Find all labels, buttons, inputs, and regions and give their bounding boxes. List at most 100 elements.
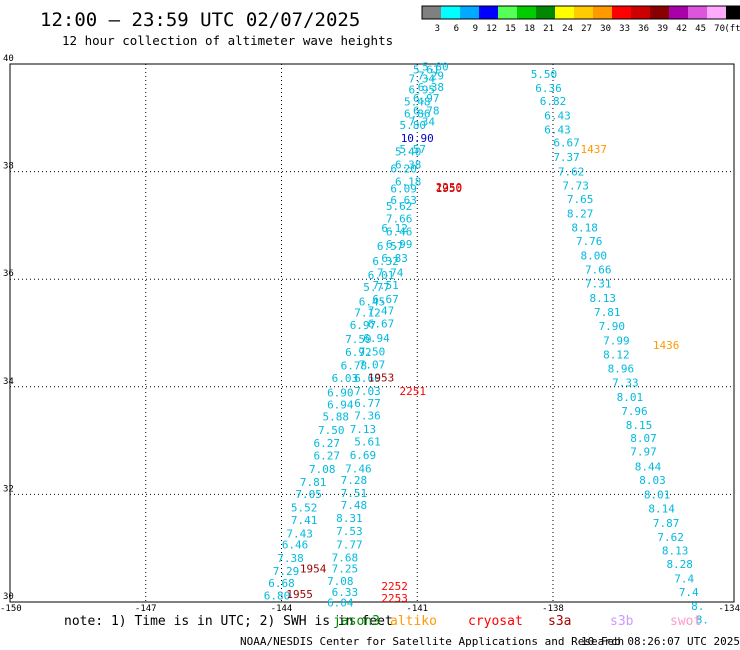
legend-bin-label: 39 <box>657 24 668 34</box>
wave-height-label: 8.00 <box>580 249 607 262</box>
legend-swatch <box>650 6 669 19</box>
satellite-label: cryosat <box>468 614 523 629</box>
wave-height-label: 6.09 <box>390 183 417 196</box>
wave-height-label: 6.27 <box>314 449 341 462</box>
wave-height-label: 7.4 <box>679 586 699 599</box>
legend-bin-label: 42 <box>676 24 687 34</box>
wave-height-label: 7.77 <box>336 539 363 552</box>
satellite-label: swot <box>670 614 701 629</box>
wave-height-label: 6.69 <box>350 449 377 462</box>
legend-swatch <box>498 6 517 19</box>
wave-height-label: 6.18 <box>395 176 422 189</box>
wave-height-label: 10.90 <box>401 132 434 145</box>
wave-height-label: 7.62 <box>558 165 585 178</box>
wave-height-label: 7.4 <box>674 573 694 586</box>
legend-bin-label: 45 <box>695 24 706 34</box>
wave-height-label: 7.51 <box>341 487 368 500</box>
legend-swatch <box>517 6 536 19</box>
wave-height-label: 7.48 <box>341 499 368 512</box>
wave-height-label: 6.95 <box>409 84 436 97</box>
wave-height-label: 7.41 <box>291 514 318 527</box>
satellite-legend: jason3 altiko cryosat s3a s3b swot <box>333 614 701 629</box>
y-tick-label: 32 <box>3 484 14 494</box>
wave-height-label: 7.43 <box>286 527 313 540</box>
wave-height-label: 7.36 <box>354 410 381 423</box>
y-tick-label: 30 <box>3 592 14 602</box>
wave-height-label: 7.28 <box>341 474 368 487</box>
legend-swatch <box>479 6 498 19</box>
wave-height-label: 6.04 <box>327 596 354 609</box>
wave-height-label: 6.77 <box>354 397 381 410</box>
y-tick-label: 40 <box>3 54 14 64</box>
wave-height-label: 8.14 <box>648 503 675 516</box>
wave-height-label: 8.27 <box>567 207 594 220</box>
wave-height-label: 7.68 <box>332 552 359 565</box>
x-tick-label: -150 <box>0 604 22 614</box>
wave-height-label: 6.97 <box>350 319 377 332</box>
legend-swatch <box>707 6 726 19</box>
legend-bin-label: 70 <box>714 24 725 34</box>
legend-swatch <box>726 6 740 19</box>
legend-border <box>421 5 740 20</box>
wave-height-label: 8.96 <box>608 362 635 375</box>
wave-height-label: 6.80 <box>264 589 291 602</box>
wave-height-label: 8.15 <box>626 419 653 432</box>
x-tick-label: -134 <box>718 604 740 614</box>
wave-height-label: 8.28 <box>666 558 693 571</box>
wave-height-label: 7.29 <box>418 70 445 83</box>
legend-bin-label: 27 <box>581 24 592 34</box>
legend-bin-label: 36 <box>638 24 649 34</box>
wave-height-label: 7.13 <box>350 423 377 436</box>
legend-swatch <box>460 6 479 19</box>
wave-height-label: 5.52 <box>291 502 318 515</box>
wave-height-label: 7.50 <box>359 346 386 359</box>
wave-height-label: 7.29 <box>273 565 300 578</box>
wave-height-label: 1955 <box>286 588 313 601</box>
wave-height-label: 7.08 <box>327 575 354 588</box>
timestamp-text: 10 Feb 08:26:07 UTC 2025 <box>581 635 740 648</box>
wave-height-label: 7.38 <box>277 552 304 565</box>
legend-bin-label: 9 <box>473 24 478 34</box>
wave-height-label: 7.62 <box>657 531 684 544</box>
wave-height-label: 6.36 <box>535 82 562 95</box>
legend-swatch <box>536 6 555 19</box>
wave-height-label: 8.03 <box>639 474 666 487</box>
wave-height-label: 5.77 <box>363 281 390 294</box>
legend-swatch <box>612 6 631 19</box>
wave-height-label: 6.94 <box>363 332 390 345</box>
wave-height-label: 6.27 <box>314 437 341 450</box>
wave-height-label: 7.05 <box>295 488 322 501</box>
chart-subtitle: 12 hour collection of altimeter wave hei… <box>62 33 393 48</box>
chart-title: 12:00 — 23:59 UTC 02/07/2025 <box>40 9 360 31</box>
wave-height-label: 7.66 <box>386 213 413 226</box>
wave-height-label: 8.13 <box>590 292 617 305</box>
legend-bin-label: 21 <box>543 24 554 34</box>
wave-height-label: 6.43 <box>544 123 571 136</box>
wave-height-label: 6.68 <box>268 577 295 590</box>
wave-height-label: 6.20 <box>390 163 417 176</box>
wave-height-label: 5.40 <box>395 145 422 158</box>
wave-height-label: 8.44 <box>635 461 662 474</box>
axis-ticks: -150 -147 -144 -141 -138 -134 30 32 34 36 38 40 <box>0 54 740 614</box>
wave-height-label: 7.96 <box>621 405 648 418</box>
wave-height-label: 6.78 <box>413 105 440 118</box>
satellite-label: s3b <box>610 614 634 629</box>
wave-height-label: 5.61 <box>354 435 381 448</box>
wave-height-label: 6.60 <box>354 372 381 385</box>
wave-height-label: 6.94 <box>327 398 354 411</box>
wave-height-label: 6.67 <box>553 136 580 149</box>
legend-bin-label: 18 <box>524 24 535 34</box>
wave-height-label: 2253 <box>381 592 408 605</box>
wave-height-label: 7.81 <box>594 306 621 319</box>
wave-height-label: 6.90 <box>327 386 354 399</box>
wave-height-label: 7.97 <box>630 446 657 459</box>
wave-height-label: 2250 <box>436 181 463 194</box>
wave-height-label: 1950 <box>436 182 463 195</box>
wave-height-label: 7.47 <box>368 305 395 318</box>
wave-height-label: 6.97 <box>413 92 440 105</box>
wave-height-label: 7.76 <box>576 235 603 248</box>
wave-height-label: 7.25 <box>332 562 359 575</box>
wave-height-label: 7.59 <box>345 333 372 346</box>
